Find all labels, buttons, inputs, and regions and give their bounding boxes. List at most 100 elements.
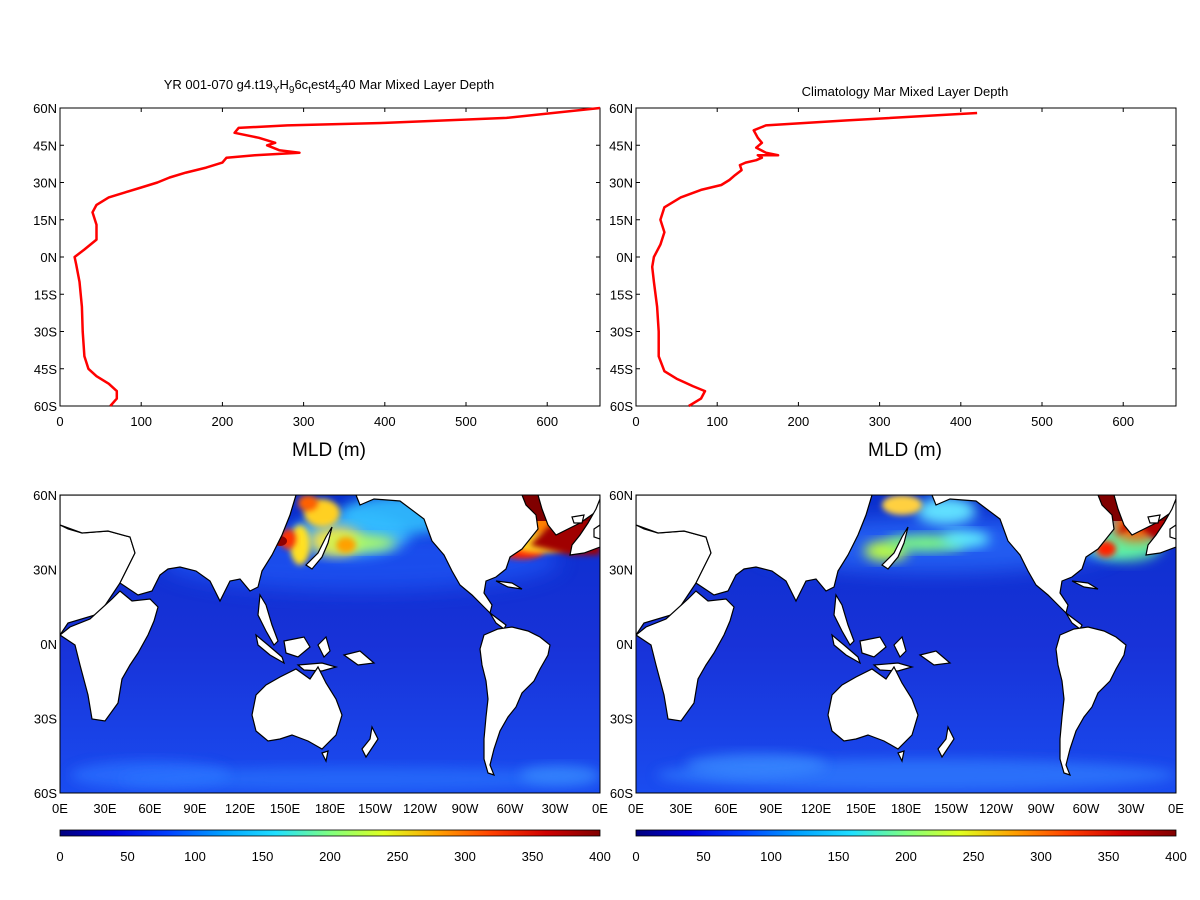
map-left-lon-label: 0E	[592, 801, 608, 816]
map-left-lat-label: 60N	[33, 488, 57, 503]
map-left-lon-label: 120E	[225, 801, 256, 816]
profile-right-ytick-label: 45N	[609, 138, 633, 153]
map-right-lat-label: 60N	[609, 488, 633, 503]
map-right-lon-label: 60W	[1073, 801, 1100, 816]
map-right-lon-label: 90W	[1028, 801, 1055, 816]
profile-left-xtick-label: 300	[293, 414, 315, 429]
profile-left-xtick-label: 600	[536, 414, 558, 429]
profile-right-axes	[635, 107, 1177, 407]
profile-right-xtick-label: 200	[788, 414, 810, 429]
map-right-lon-label: 0E	[628, 801, 644, 816]
profile-left-ytick-label: 30S	[34, 325, 57, 340]
profile-left-ytick-label: 15S	[34, 287, 57, 302]
map-right-lon-label: 150W	[934, 801, 969, 816]
profile-left-xtick-label: 200	[212, 414, 234, 429]
profile-right-ytick-label: 30N	[609, 176, 633, 191]
profile-right-ytick-label: 15N	[609, 213, 633, 228]
profile-right-xtick-label: 600	[1112, 414, 1134, 429]
colorbar-right-tick-label: 250	[963, 849, 985, 864]
map-left-lon-label: 60E	[138, 801, 161, 816]
map-right-lon-label: 30E	[669, 801, 692, 816]
colorbar-right-tick-label: 200	[895, 849, 917, 864]
colorbar-right-tick-label: 150	[828, 849, 850, 864]
colorbar-left-tick-label: 150	[252, 849, 274, 864]
map-left-lon-label: 60W	[497, 801, 524, 816]
colorbar-left-tick-label: 250	[387, 849, 409, 864]
profile-right-title: Climatology Mar Mixed Layer Depth	[802, 84, 1009, 99]
map-right-lat-label: 30N	[609, 563, 633, 578]
colorbar-right-tick-label: 300	[1030, 849, 1052, 864]
map-right-lon-label: 30W	[1118, 801, 1145, 816]
colorbar-left-tick-label: 400	[589, 849, 611, 864]
map-left-lon-label: 120W	[403, 801, 438, 816]
map-right-lat-label: 30S	[610, 712, 633, 727]
profile-right-ytick-label: 0N	[616, 250, 633, 265]
colorbar-right-tick-label: 400	[1165, 849, 1187, 864]
colorbar-right: 0 50 100 150 200 250 300 350 400	[632, 829, 1187, 864]
profile-left-title: YR 001-070 g4.t19YH96ctest4540 Mar Mixed…	[164, 77, 495, 96]
profile-left-xtick-label: 100	[130, 414, 152, 429]
map-left-lat-label: 0N	[40, 637, 57, 652]
colorbar-left-tick-label: 0	[56, 849, 63, 864]
profile-panel-left: YR 001-070 g4.t19YH96ctest4540 Mar Mixed…	[33, 77, 601, 461]
colorbar-left-tick-label: 350	[522, 849, 544, 864]
profile-left-ytick-label: 30N	[33, 176, 57, 191]
profile-left-ytick-label: 60S	[34, 399, 57, 414]
map-left-lon-label: 150E	[270, 801, 301, 816]
map-left-axes	[59, 494, 601, 794]
colorbar-left-tick-label: 50	[120, 849, 134, 864]
profile-right-ytick-label: 60N	[609, 101, 633, 116]
map-right-axes	[635, 494, 1177, 794]
map-left-lon-label: 150W	[358, 801, 393, 816]
profile-right-xtick-label: 300	[869, 414, 891, 429]
colorbar-left-tick-label: 300	[454, 849, 476, 864]
profile-right-ytick-label: 15S	[610, 287, 633, 302]
colorbar-left-tick-label: 200	[319, 849, 341, 864]
profile-panel-right: Climatology Mar Mixed Layer Depth 60N 45N…	[609, 84, 1177, 461]
profile-left-xtick-label: 0	[56, 414, 63, 429]
profile-left-ytick-label: 45S	[34, 362, 57, 377]
profile-right-xtick-label: 100	[706, 414, 728, 429]
map-left-lon-label: 90W	[452, 801, 479, 816]
profile-left-ytick-label: 45N	[33, 138, 57, 153]
profile-left-ytick-label: 60N	[33, 101, 57, 116]
profile-left-ytick-label: 15N	[33, 213, 57, 228]
map-left-lon-label: 30E	[93, 801, 116, 816]
map-right-lat-label: 60S	[610, 786, 633, 801]
profile-right-xtick-label: 400	[950, 414, 972, 429]
profile-left-ytick-label: 0N	[40, 250, 57, 265]
map-left-lat-label: 60S	[34, 786, 57, 801]
map-right-lat-label: 0N	[616, 637, 633, 652]
colorbar-right-tick-label: 100	[760, 849, 782, 864]
map-left-lon-label: 30W	[542, 801, 569, 816]
colorbar-left: 0 50 100 150 200 250 300 350 400	[56, 829, 611, 864]
map-right-lon-label: 0E	[1168, 801, 1184, 816]
profile-left-axes	[59, 107, 601, 407]
map-right-lon-label: 120W	[979, 801, 1014, 816]
profile-right-ytick-label: 45S	[610, 362, 633, 377]
profile-left-xlabel: MLD (m)	[292, 440, 366, 461]
profile-right-ytick-label: 30S	[610, 325, 633, 340]
map-right-lon-label: 180E	[891, 801, 922, 816]
map-right-lon-label: 150E	[846, 801, 877, 816]
map-left-lon-label: 0E	[52, 801, 68, 816]
profile-left-mld-line	[73, 106, 601, 407]
colorbar-left-tick-label: 100	[184, 849, 206, 864]
map-left-lat-label: 30S	[34, 712, 57, 727]
profile-right-ytick-label: 60S	[610, 399, 633, 414]
profile-left-xtick-label: 500	[455, 414, 477, 429]
profile-right-xtick-label: 500	[1031, 414, 1053, 429]
map-left-lon-label: 180E	[315, 801, 346, 816]
map-left-lat-label: 30N	[33, 563, 57, 578]
colorbar-right-tick-label: 350	[1098, 849, 1120, 864]
map-right-lon-label: 120E	[801, 801, 832, 816]
map-right-lon-label: 90E	[759, 801, 782, 816]
map-right-lon-label: 60E	[714, 801, 737, 816]
colorbar-right-tick-label: 0	[632, 849, 639, 864]
profile-right-mld-line	[650, 111, 978, 408]
profile-left-xtick-label: 400	[374, 414, 396, 429]
map-left-lon-label: 90E	[183, 801, 206, 816]
